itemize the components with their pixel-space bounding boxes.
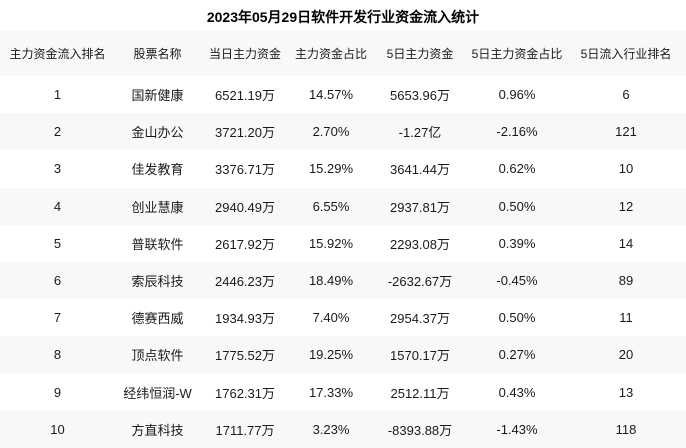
table-body: 1 国新健康 6521.19万 14.57% 5653.96万 0.96% 6 2 金山办公 37… [0,76,686,448]
table-cell: 6 [622,87,630,103]
table-cell: 普联软件 [131,236,184,252]
table-cell: 0.27% [498,347,536,363]
table-header: 主力资金流入排名 股票名称 当日主力资金 主力资金占比 5日主力资金 5日主力资… [0,31,686,76]
table-cell: 2954.37万 [390,311,450,327]
table-cell: 创业慧康 [131,199,184,215]
table-cell: 3721.20万 [215,125,275,141]
table-cell: 6521.19万 [215,88,275,104]
table-cell: 0.62% [498,161,536,177]
table-cell: 6 [53,273,62,289]
table-cell: 14.57% [308,87,354,103]
column-header-stock-name: 股票名称 [115,31,200,76]
table-cell: 2940.49万 [215,199,275,215]
table-cell: 3 [53,161,62,177]
table-cell: 1775.52万 [215,348,275,364]
table-cell: 2617.92万 [215,236,275,252]
table-cell: 2.70% [312,124,350,140]
table-cell: 2446.23万 [215,274,275,290]
table-header-row: 主力资金流入排名 股票名称 当日主力资金 主力资金占比 5日主力资金 5日主力资… [0,31,686,76]
table-cell: -1.43% [496,421,538,437]
column-header-5day-inflow-rank: 5日流入行业排名 [566,31,686,76]
table-cell: 0.39% [498,235,536,251]
table-cell: 0.50% [498,198,536,214]
column-header-today-main-funds: 当日主力资金 [200,31,290,76]
table-row: 2 金山办公 3721.20万 2.70% -1.27亿 -2.16% 121 [0,113,686,151]
table-cell: -2.16% [496,124,538,140]
table-cell: 3376.71万 [215,162,275,178]
table-cell: 7 [53,310,62,326]
table-cell: 12 [618,198,634,214]
table-cell: 3.23% [312,421,350,437]
table-cell: 13 [618,384,634,400]
table-cell: 9 [53,384,62,400]
table-cell: 1711.77万 [215,422,275,438]
table-cell: 0.43% [498,384,536,400]
table-cell: 2937.81万 [390,199,450,215]
table-cell: -8393.88万 [387,422,453,438]
table-cell: 国新健康 [131,88,184,104]
table-cell: 121 [615,124,637,140]
table-cell: 89 [618,273,634,289]
table-cell: 19.25% [308,347,354,363]
table-cell: 1570.17万 [390,348,450,364]
table-cell: 20 [618,347,634,363]
table-cell: 8 [53,347,62,363]
table-row: 3 佳发教育 3376.71万 15.29% 3641.44万 0.62% 10 [0,150,686,188]
table-cell: -1.27亿 [398,125,442,141]
table-cell: 方直科技 [131,422,184,438]
table-cell: 7.40% [312,310,350,326]
table-cell: 德赛西威 [131,311,184,327]
table-cell: 经纬恒润-W [123,385,192,401]
table-cell: -2632.67万 [387,274,453,290]
table-row: 6 索辰科技 2446.23万 18.49% -2632.67万 -0.45% 89 [0,261,686,300]
table-cell: 4 [53,198,62,214]
table-row: 1 国新健康 6521.19万 14.57% 5653.96万 0.96% 6 [0,76,686,114]
table-cell: 14 [618,235,634,251]
table-row: 10 方直科技 1711.77万 3.23% -8393.88万 -1.43% 118 [0,410,686,448]
page-title: 2023年05月29日软件开发行业资金流入统计 [206,9,480,25]
table-cell: 15.92% [308,235,354,251]
table-row: 4 创业慧康 2940.49万 6.55% 2937.81万 0.50% 12 [0,187,686,225]
table-cell: 10 [50,421,65,437]
table-cell: 2293.08万 [390,236,450,252]
table-cell: 1934.93万 [215,311,275,327]
table-cell: 3641.44万 [390,162,450,178]
column-header-5day-funds-ratio: 5日主力资金占比 [468,31,566,76]
table-cell: 5 [53,235,62,251]
table-row: 7 德赛西威 1934.93万 7.40% 2954.37万 0.50% 11 [0,299,686,337]
table-cell: 顶点软件 [131,348,184,364]
table-cell: 索辰科技 [131,274,184,290]
table-cell: 0.50% [498,310,536,326]
capital-flow-table: 主力资金流入排名 股票名称 当日主力资金 主力资金占比 5日主力资金 5日主力资… [0,31,686,448]
column-header-main-inflow-rank: 主力资金流入排名 [0,31,115,76]
table-row: 8 顶点软件 1775.52万 19.25% 1570.17万 0.27% 20 [0,336,686,374]
table-cell: 金山办公 [131,125,184,141]
table-cell: 0.96% [498,87,536,103]
column-header-5day-main-funds: 5日主力资金 [372,31,468,76]
table-cell: 17.33% [308,384,354,400]
table-cell: 1 [53,87,62,103]
table-cell: 10 [618,161,634,177]
table-cell: 18.49% [308,273,354,289]
table-cell: 118 [615,421,637,437]
table-cell: 5653.96万 [390,88,450,104]
table-row: 5 普联软件 2617.92万 15.92% 2293.08万 0.39% 14 [0,224,686,262]
table-cell: 6.55% [312,198,350,214]
table-cell: 1762.31万 [215,385,275,401]
table-cell: 11 [619,310,633,326]
column-header-main-funds-ratio: 主力资金占比 [290,31,372,76]
table-row: 9 经纬恒润-W 1762.31万 17.33% 2512.11万 0.43% 13 [0,373,686,411]
table-cell: 15.29% [308,161,354,177]
table-cell: 2512.11万 [390,385,450,401]
table-cell: 2 [53,124,62,140]
table-cell: 佳发教育 [131,162,184,178]
table-cell: -0.45% [496,273,538,289]
